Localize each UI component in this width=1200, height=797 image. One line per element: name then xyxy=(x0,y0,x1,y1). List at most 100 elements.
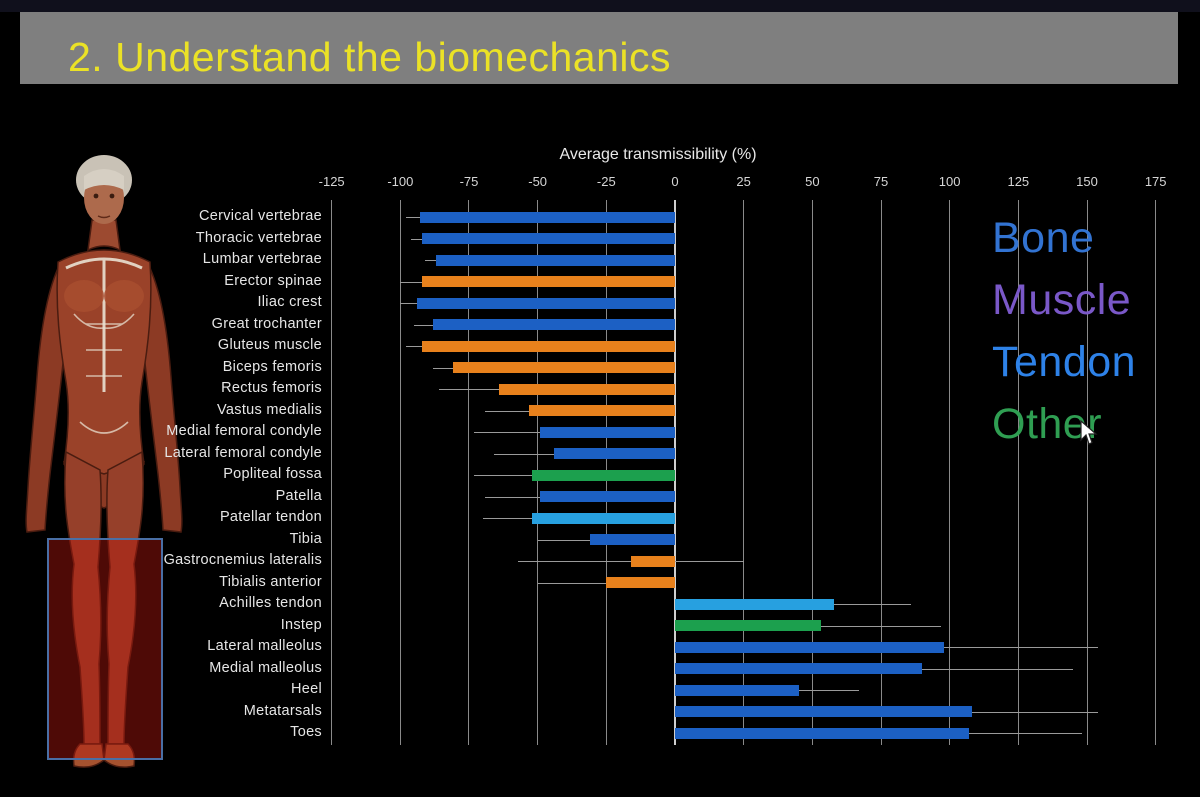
category-label: Medial femoral condyle xyxy=(166,423,322,439)
error-whisker xyxy=(405,217,434,218)
x-tick-label: 0 xyxy=(671,174,679,189)
chart-bar xyxy=(416,297,675,309)
x-tick-label: -75 xyxy=(459,174,479,189)
gridline xyxy=(331,200,333,745)
category-label: Vastus medialis xyxy=(217,401,322,418)
category-label: Cervical vertebrae xyxy=(198,208,322,224)
chart-bar xyxy=(540,491,675,502)
chart-bar xyxy=(452,362,675,373)
chart-bar xyxy=(540,426,675,438)
x-tick-label: 100 xyxy=(938,174,961,189)
x-tick-label: 25 xyxy=(736,174,751,189)
error-whisker xyxy=(474,432,607,433)
error-whisker xyxy=(738,690,860,691)
legend-item-muscle: Muscle xyxy=(992,276,1132,324)
chart-bar xyxy=(422,276,675,287)
error-whisker xyxy=(537,539,643,541)
gridline xyxy=(949,200,951,745)
category-label: Heel xyxy=(290,681,322,697)
category-label: Medial malleolus xyxy=(209,659,322,676)
gridline xyxy=(399,200,401,745)
error-whisker xyxy=(757,604,912,605)
gridline xyxy=(743,200,745,745)
category-label: Metatarsals xyxy=(243,702,322,719)
chart-bar xyxy=(419,211,675,223)
chart-bar xyxy=(675,641,945,653)
error-whisker xyxy=(485,410,574,412)
category-label: Biceps femoris xyxy=(222,358,322,375)
category-label: Patella xyxy=(275,487,322,504)
chart-bar xyxy=(433,319,675,330)
category-label: Patellar tendon xyxy=(219,509,322,525)
error-whisker xyxy=(493,453,615,455)
chart-bar xyxy=(631,555,675,567)
error-whisker xyxy=(405,346,439,347)
category-label: Achilles tendon xyxy=(219,595,322,611)
x-tick-label: 175 xyxy=(1144,174,1167,189)
anatomy-figure-svg xyxy=(25,155,183,768)
category-label: Gluteus muscle xyxy=(217,337,322,353)
category-label: Gastrocnemius lateralis xyxy=(163,552,322,568)
chart-bar xyxy=(675,706,972,717)
x-tick-label: -25 xyxy=(596,174,616,189)
anatomy-figure-image xyxy=(0,92,238,792)
x-axis-title: Average transmissibility (%) xyxy=(559,146,757,163)
title-banner: 2. Understand the biomechanics xyxy=(20,12,1178,84)
chart-bar xyxy=(589,534,675,545)
chart-bar xyxy=(675,684,799,696)
gridline xyxy=(1155,200,1157,745)
error-whisker xyxy=(485,496,596,498)
category-label: Toes xyxy=(290,724,322,740)
category-label: Erector spinae xyxy=(224,272,322,289)
gridline xyxy=(1017,200,1019,745)
top-strip xyxy=(0,0,1200,12)
error-whisker xyxy=(537,582,675,584)
chart-bar xyxy=(422,340,675,352)
x-tick-label: 50 xyxy=(805,174,820,189)
category-label: Thoracic vertebrae xyxy=(195,229,322,246)
gridline xyxy=(880,200,882,745)
x-tick-label: -50 xyxy=(528,174,548,189)
legend-item-tendon: Tendon xyxy=(992,338,1137,386)
gridline xyxy=(674,200,676,745)
slide-title: 2. Understand the biomechanics xyxy=(68,34,672,80)
x-tick-label: 75 xyxy=(873,174,889,189)
category-label: Lateral femoral condyle xyxy=(164,444,322,461)
category-label: Great trochanter xyxy=(211,315,322,332)
category-label: Lumbar vertebrae xyxy=(202,251,322,267)
x-tick-label: 125 xyxy=(1007,174,1030,189)
legend-item-bone: Bone xyxy=(992,214,1095,262)
error-whisker xyxy=(856,733,1082,734)
gridline xyxy=(811,200,813,745)
chart-bar xyxy=(675,727,969,739)
error-whisker xyxy=(790,647,1098,648)
chart-bar xyxy=(529,405,675,416)
chart-bar xyxy=(554,448,675,459)
category-label: Rectus femoris xyxy=(221,380,322,396)
mouse-cursor xyxy=(1078,419,1100,451)
gridline xyxy=(1086,200,1088,745)
category-label: Lateral malleolus xyxy=(207,638,322,654)
chart-bar xyxy=(675,663,923,674)
x-tick-label: -100 xyxy=(387,174,414,189)
chart-bar xyxy=(422,233,675,244)
chart-bar xyxy=(436,254,675,266)
x-tick-label: 150 xyxy=(1076,174,1098,189)
chart-bar xyxy=(675,598,835,610)
error-whisker xyxy=(433,367,472,369)
category-label: Tibia xyxy=(289,530,322,547)
chart-bar xyxy=(499,383,675,395)
category-label: Iliac crest xyxy=(257,294,322,310)
error-whisker xyxy=(771,668,1074,670)
chart-bar xyxy=(532,512,675,524)
x-tick-label: -125 xyxy=(318,174,345,189)
chart-bar xyxy=(675,620,821,631)
gridline xyxy=(468,200,470,745)
category-label: Tibialis anterior xyxy=(219,573,322,590)
category-label: Instep xyxy=(280,616,322,633)
chart-bar xyxy=(606,577,675,588)
error-whisker xyxy=(699,625,942,627)
chart-bar xyxy=(532,469,675,481)
